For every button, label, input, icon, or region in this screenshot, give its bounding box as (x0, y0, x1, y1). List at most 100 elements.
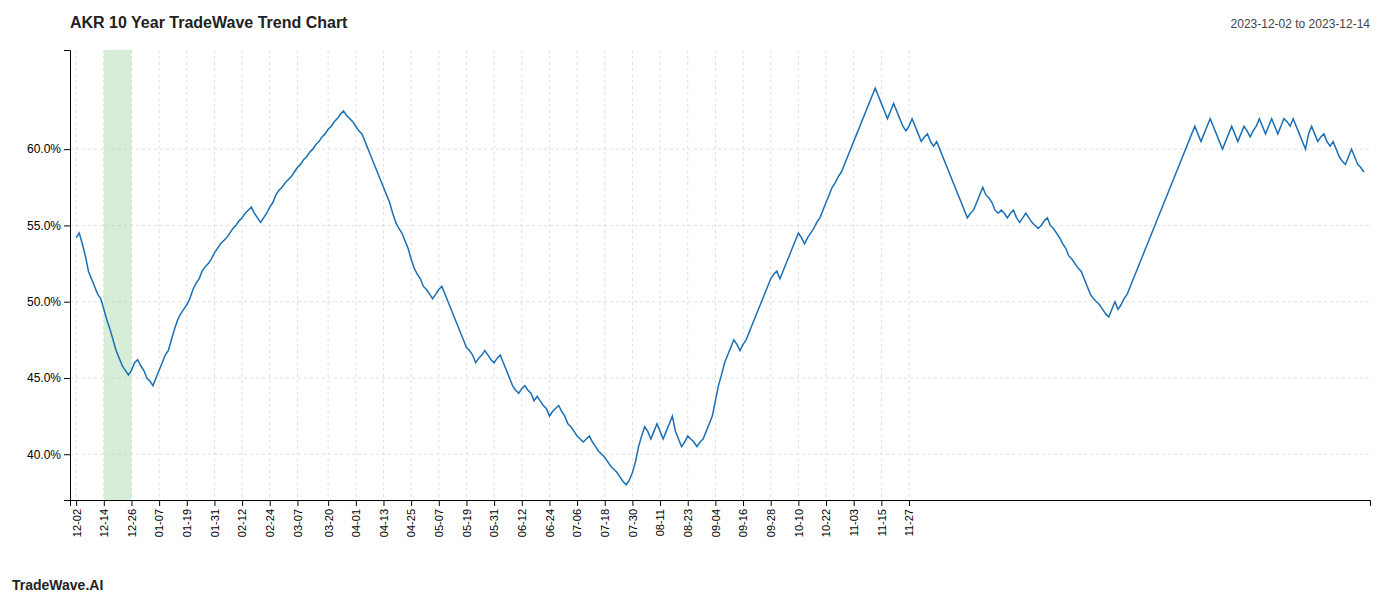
x-tick-mark (356, 500, 357, 506)
y-tick-label: 60.0% (27, 142, 61, 156)
x-tick: 10-10 (793, 500, 805, 537)
x-tick: 05-31 (488, 500, 500, 537)
plot: 40.0% 45.0% 50.0% 55.0% 60.0% 12-02 12-14 12-26… (27, 50, 1371, 537)
x-tick: 09-28 (765, 500, 777, 537)
x-tick: 12-02 (70, 500, 82, 537)
chart: 40.0% 45.0% 50.0% 55.0% 60.0% 12-02 12-14 12-26… (0, 0, 1400, 600)
x-tick-mark (688, 500, 689, 506)
x-tick: 01-07 (153, 500, 165, 537)
x-tick-label: 07-18 (599, 509, 611, 537)
line (76, 88, 1364, 485)
y-tick: 50.0% (27, 295, 70, 309)
grid-line (214, 50, 215, 500)
x-tick-mark (131, 500, 132, 506)
x-tick-label: 12-02 (70, 509, 82, 537)
x-tick-label: 12-14 (98, 509, 110, 537)
x-tick-mark (660, 500, 661, 506)
x-tick-label: 01-31 (209, 509, 221, 537)
grid-line (632, 50, 633, 500)
x-tick-mark (881, 500, 882, 506)
grid-line (70, 225, 1370, 226)
x-tick: 08-11 (654, 500, 666, 536)
x-tick-mark (270, 500, 271, 506)
x-tick: 10-22 (820, 500, 832, 537)
x-tick: 08-23 (682, 500, 694, 537)
x-tick: 12-26 (126, 500, 138, 537)
x-tick-mark (297, 500, 298, 506)
x-tick: 07-18 (599, 500, 611, 537)
x-axis: 12-02 12-14 12-26 01-07 01-19 01-31 02-12 02-24… (70, 500, 1370, 537)
marks (76, 50, 1364, 500)
x-tick-label: 03-07 (292, 509, 304, 537)
x-tick-label: 08-11 (654, 509, 666, 536)
grid-line (70, 149, 1370, 150)
grid-line (494, 50, 495, 500)
grid-line (70, 454, 1370, 455)
grid-line (159, 50, 160, 500)
x-tick-mark (328, 500, 329, 506)
grid-line (715, 50, 716, 500)
x-tick-label: 09-28 (765, 509, 777, 537)
x-tick: 04-13 (378, 500, 390, 537)
x-tick-label: 01-19 (181, 509, 193, 537)
x-tick-mark (214, 500, 215, 506)
x-tick: 09-04 (710, 500, 722, 537)
grid-line (743, 50, 744, 500)
x-tick-label: 08-23 (682, 509, 694, 537)
x-tick-label: 10-10 (793, 509, 805, 537)
y-tick-label: 40.0% (27, 448, 61, 462)
x-tick-mark (411, 500, 412, 506)
x-tick-label: 06-24 (544, 509, 556, 537)
x-tick: 05-07 (433, 500, 445, 537)
x-tick: 04-01 (350, 500, 362, 537)
grid-line (798, 50, 799, 500)
x-tick-mark (466, 500, 467, 506)
x-tick-label: 04-01 (350, 509, 362, 537)
x-tick-mark (771, 500, 772, 506)
x-tick-mark (494, 500, 495, 506)
x-tick: 06-12 (516, 500, 528, 537)
grid-line (328, 50, 329, 500)
x-tick-label: 11-15 (876, 509, 888, 536)
x-tick-mark (605, 500, 606, 506)
grid-line (242, 50, 243, 500)
x-tick: 05-19 (461, 500, 473, 537)
y-tick-label: 50.0% (27, 295, 61, 309)
x-tick-label: 02-24 (264, 509, 276, 537)
y-tick: 45.0% (27, 371, 70, 385)
x-tick-label: 11-03 (848, 509, 860, 536)
x-tick: 03-20 (323, 500, 335, 537)
x-tick-mark (909, 500, 910, 506)
y-tick-label: 45.0% (27, 371, 61, 385)
x-tick-label: 01-07 (153, 509, 165, 537)
x-tick: 02-12 (236, 500, 248, 537)
x-tick: 12-14 (98, 500, 110, 537)
x-tick-mark (383, 500, 384, 506)
x-tick-label: 04-13 (378, 509, 390, 537)
grid-line (438, 50, 439, 500)
title: AKR 10 Year TradeWave Trend Chart (70, 14, 348, 31)
x-tick: 11-15 (876, 500, 888, 536)
y-tick-mark (64, 225, 70, 226)
grid-line (186, 50, 187, 500)
grid-line (76, 50, 77, 500)
x-tick: 01-19 (181, 500, 193, 537)
x-tick-mark (715, 500, 716, 506)
grid-line (466, 50, 467, 500)
x-tick-mark (826, 500, 827, 506)
grid-line (297, 50, 298, 500)
grid-line (687, 50, 688, 500)
x-tick-mark (632, 500, 633, 506)
x-tick-label: 11-27 (903, 509, 915, 536)
x-tick: 07-06 (571, 500, 583, 537)
y-tick: 55.0% (27, 219, 70, 233)
x-tick: 03-07 (292, 500, 304, 537)
x-tick-mark (159, 500, 160, 506)
y-tick-mark (64, 302, 70, 303)
y-tick: 40.0% (27, 448, 70, 462)
x-tick-label: 07-30 (627, 509, 639, 537)
grid-line (770, 50, 771, 500)
annotation: TradeWave.AI (12, 577, 103, 593)
highlight-region (104, 50, 132, 500)
x-tick-label: 12-26 (126, 509, 138, 537)
